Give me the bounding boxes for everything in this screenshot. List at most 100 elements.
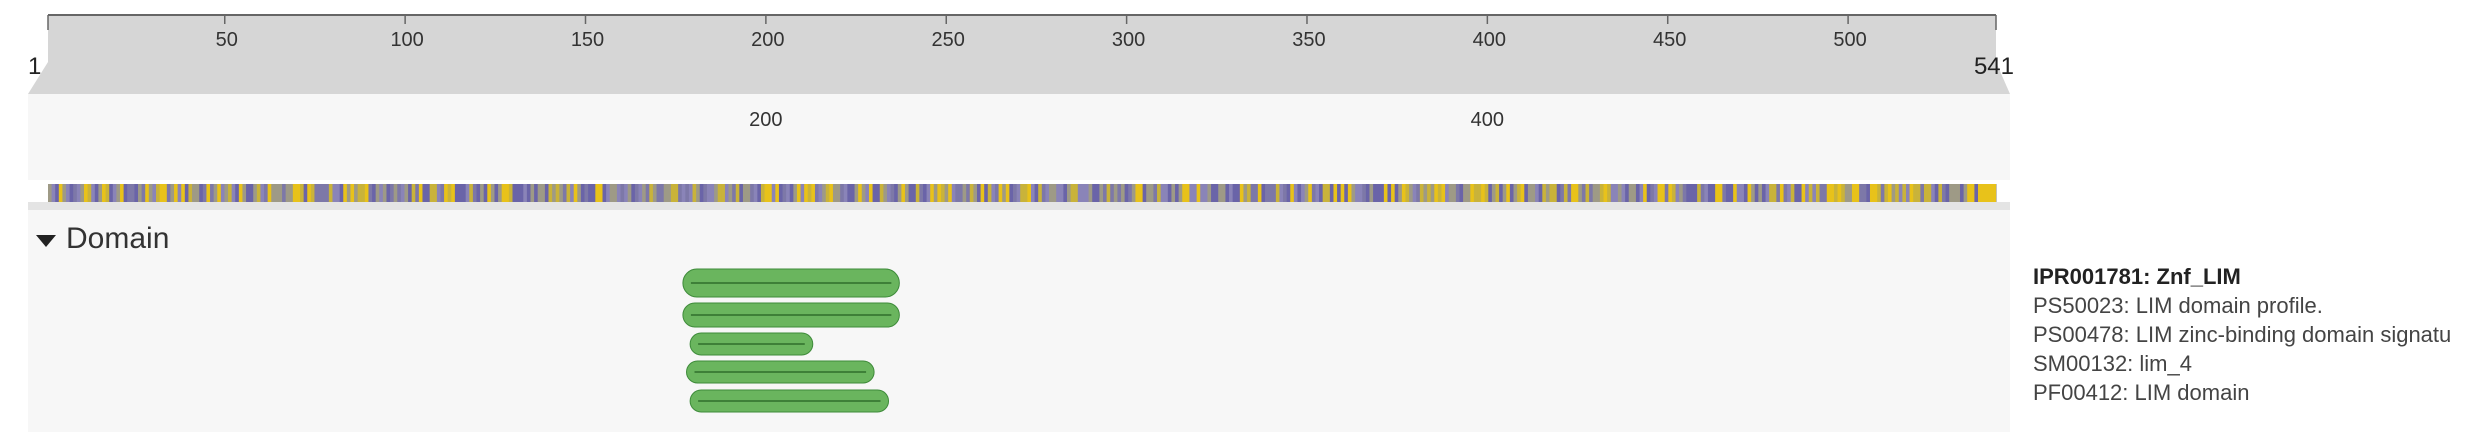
residue-color-mark xyxy=(120,184,125,202)
residue-color-mark xyxy=(1545,184,1551,202)
residue-color-mark xyxy=(609,184,614,202)
residue-color-mark xyxy=(1779,184,1785,202)
residue-color-mark xyxy=(48,184,53,202)
residue-color-mark xyxy=(1398,184,1403,202)
residue-color-mark xyxy=(1362,184,1367,202)
residue-color-mark xyxy=(418,184,424,202)
residue-color-mark xyxy=(1347,184,1353,202)
residue-color-mark xyxy=(343,184,348,202)
residue-color-mark xyxy=(1488,184,1493,202)
residue-color-mark xyxy=(148,184,154,202)
residue-color-mark xyxy=(274,184,280,202)
residue-color-mark xyxy=(242,184,247,202)
residue-color-mark xyxy=(1049,184,1054,202)
residue-color-mark xyxy=(1815,184,1821,202)
residue-color-mark xyxy=(1614,184,1619,202)
residue-color-mark xyxy=(1801,184,1806,202)
residue-color-mark xyxy=(1110,184,1115,202)
residue-color-mark xyxy=(1369,184,1374,202)
residue-color-mark xyxy=(530,184,535,202)
residue-color-mark xyxy=(1445,184,1450,202)
signature-label[interactable]: PF00412: LIM domain xyxy=(2033,380,2250,405)
residue-color-mark xyxy=(1391,184,1396,202)
zoom-band[interactable] xyxy=(28,94,2010,180)
residue-color-mark xyxy=(1787,184,1792,202)
residue-color-mark xyxy=(1524,184,1529,202)
residue-color-mark xyxy=(1517,184,1522,202)
residue-color-mark xyxy=(746,184,751,202)
residue-color-mark xyxy=(948,184,953,202)
residue-color-mark xyxy=(1178,184,1183,202)
residue-color-mark xyxy=(886,184,892,202)
residue-color-mark xyxy=(1729,184,1734,202)
residue-color-mark xyxy=(1553,184,1558,202)
residue-color-mark xyxy=(1311,184,1317,202)
residue-color-mark xyxy=(991,184,996,202)
residue-color-mark xyxy=(1376,184,1381,202)
residue-color-mark xyxy=(922,184,928,202)
residue-color-mark xyxy=(134,184,139,202)
residue-color-mark xyxy=(231,184,236,202)
residue-color-mark xyxy=(1549,184,1554,202)
residue-color-mark xyxy=(1607,184,1612,202)
residue-color-mark xyxy=(1956,184,1961,202)
residue-color-mark xyxy=(534,184,539,202)
residue-color-mark xyxy=(1308,184,1313,202)
residue-color-mark xyxy=(1823,184,1828,202)
residue-color-mark xyxy=(1574,184,1579,202)
residue-color-mark xyxy=(969,184,974,202)
residue-color-mark xyxy=(1326,184,1331,202)
residue-color-mark xyxy=(1466,184,1471,202)
residue-color-mark xyxy=(1387,184,1392,202)
residue-color-mark xyxy=(937,184,942,202)
domain-features xyxy=(682,268,900,413)
residue-color-mark xyxy=(354,184,359,202)
residue-color-mark xyxy=(519,184,524,202)
residue-color-mark xyxy=(112,184,118,202)
residue-color-mark xyxy=(973,184,978,202)
residue-color-mark xyxy=(1761,184,1767,202)
residue-color-mark xyxy=(1020,184,1025,202)
signature-label[interactable]: PS00478: LIM zinc-binding domain signatu xyxy=(2033,322,2452,347)
residue-color-mark xyxy=(962,184,967,202)
residue-color-mark xyxy=(1283,184,1288,202)
residue-color-mark xyxy=(1012,184,1018,202)
residue-color-mark xyxy=(703,184,708,202)
residue-color-mark xyxy=(429,184,434,202)
residue-color-mark xyxy=(739,184,744,202)
residue-color-mark xyxy=(768,184,773,202)
residue-color-mark xyxy=(1506,184,1511,202)
residue-color-mark xyxy=(1923,184,1929,202)
domain-section-header[interactable]: Domain xyxy=(36,222,169,256)
residue-color-mark xyxy=(840,184,845,202)
residue-color-mark xyxy=(1844,184,1849,202)
residue-color-mark xyxy=(865,184,870,202)
signature-label[interactable]: PS50023: LIM domain profile. xyxy=(2033,293,2323,318)
residue-color-mark xyxy=(408,184,413,202)
residue-color-mark xyxy=(1495,184,1500,202)
residue-color-mark xyxy=(1380,184,1385,202)
residue-color-mark xyxy=(1851,184,1857,202)
residue-color-mark xyxy=(1805,184,1810,202)
residue-color-mark xyxy=(1286,184,1291,202)
collapse-triangle-icon[interactable] xyxy=(36,235,56,247)
residue-color-mark xyxy=(1146,184,1151,202)
residue-color-mark xyxy=(1617,184,1623,202)
residue-color-mark xyxy=(1978,184,1996,202)
residue-color-mark xyxy=(66,184,71,202)
residue-color-mark xyxy=(1808,184,1813,202)
residue-color-mark xyxy=(84,184,89,202)
residue-color-mark xyxy=(127,184,132,202)
residue-color-mark xyxy=(674,184,679,202)
residue-color-mark xyxy=(1437,184,1443,202)
residue-color-mark xyxy=(868,184,874,202)
residue-color-mark xyxy=(760,184,766,202)
residue-color-mark xyxy=(177,184,182,202)
residue-color-mark xyxy=(1830,184,1835,202)
interpro-entry-label[interactable]: IPR001781: Znf_LIM xyxy=(2033,264,2241,289)
residue-color-mark xyxy=(109,184,114,202)
residue-color-mark xyxy=(598,184,604,202)
residue-color-mark xyxy=(1877,184,1882,202)
signature-label[interactable]: SM00132: lim_4 xyxy=(2033,351,2192,376)
residue-color-mark xyxy=(1463,184,1468,202)
